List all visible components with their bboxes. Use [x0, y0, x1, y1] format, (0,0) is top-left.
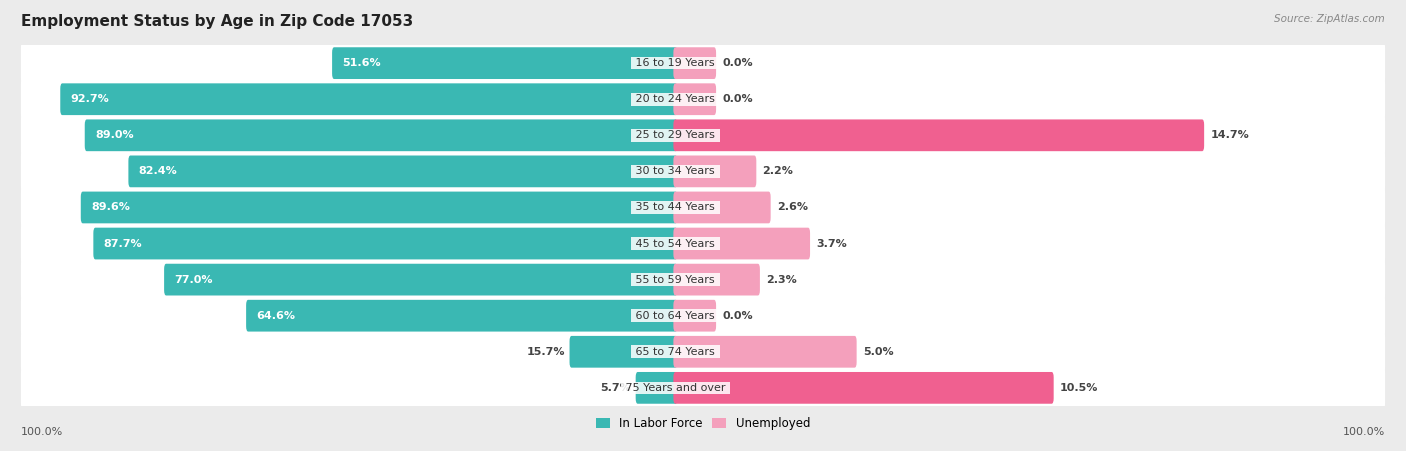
FancyBboxPatch shape	[60, 83, 678, 115]
Text: 0.0%: 0.0%	[723, 311, 754, 321]
Text: 51.6%: 51.6%	[343, 58, 381, 68]
FancyBboxPatch shape	[21, 290, 1385, 341]
Legend: In Labor Force, Unemployed: In Labor Force, Unemployed	[593, 415, 813, 433]
Text: 15.7%: 15.7%	[526, 347, 565, 357]
Text: 65 to 74 Years: 65 to 74 Years	[633, 347, 718, 357]
FancyBboxPatch shape	[80, 192, 678, 223]
FancyBboxPatch shape	[673, 264, 759, 295]
Text: 64.6%: 64.6%	[256, 311, 295, 321]
FancyBboxPatch shape	[21, 182, 1385, 233]
Text: 89.0%: 89.0%	[96, 130, 134, 140]
FancyBboxPatch shape	[673, 47, 716, 79]
Text: 10.5%: 10.5%	[1060, 383, 1098, 393]
Text: 16 to 19 Years: 16 to 19 Years	[633, 58, 718, 68]
Text: 100.0%: 100.0%	[1343, 428, 1385, 437]
Text: 92.7%: 92.7%	[70, 94, 110, 104]
Text: 82.4%: 82.4%	[139, 166, 177, 176]
FancyBboxPatch shape	[332, 47, 678, 79]
FancyBboxPatch shape	[569, 336, 678, 368]
FancyBboxPatch shape	[673, 192, 770, 223]
Text: 60 to 64 Years: 60 to 64 Years	[633, 311, 718, 321]
Text: 2.2%: 2.2%	[762, 166, 793, 176]
FancyBboxPatch shape	[673, 372, 1053, 404]
FancyBboxPatch shape	[21, 362, 1385, 414]
FancyBboxPatch shape	[93, 228, 678, 259]
Text: 87.7%: 87.7%	[104, 239, 142, 249]
Text: 2.3%: 2.3%	[766, 275, 797, 285]
Text: 5.7%: 5.7%	[600, 383, 631, 393]
Text: 5.0%: 5.0%	[863, 347, 893, 357]
FancyBboxPatch shape	[673, 156, 756, 187]
FancyBboxPatch shape	[673, 228, 810, 259]
Text: 25 to 29 Years: 25 to 29 Years	[633, 130, 718, 140]
FancyBboxPatch shape	[246, 300, 678, 331]
FancyBboxPatch shape	[673, 336, 856, 368]
Text: 75 Years and over: 75 Years and over	[621, 383, 728, 393]
Text: 2.6%: 2.6%	[778, 202, 808, 212]
Text: 55 to 59 Years: 55 to 59 Years	[633, 275, 718, 285]
Text: 35 to 44 Years: 35 to 44 Years	[633, 202, 718, 212]
Text: 14.7%: 14.7%	[1211, 130, 1249, 140]
FancyBboxPatch shape	[673, 83, 716, 115]
Text: 20 to 24 Years: 20 to 24 Years	[633, 94, 718, 104]
FancyBboxPatch shape	[165, 264, 678, 295]
Text: 0.0%: 0.0%	[723, 94, 754, 104]
FancyBboxPatch shape	[21, 218, 1385, 269]
Text: 77.0%: 77.0%	[174, 275, 212, 285]
Text: Source: ZipAtlas.com: Source: ZipAtlas.com	[1274, 14, 1385, 23]
FancyBboxPatch shape	[21, 74, 1385, 125]
FancyBboxPatch shape	[21, 37, 1385, 89]
FancyBboxPatch shape	[21, 254, 1385, 305]
Text: Employment Status by Age in Zip Code 17053: Employment Status by Age in Zip Code 170…	[21, 14, 413, 28]
FancyBboxPatch shape	[21, 110, 1385, 161]
FancyBboxPatch shape	[21, 146, 1385, 197]
Text: 3.7%: 3.7%	[817, 239, 846, 249]
Text: 100.0%: 100.0%	[21, 428, 63, 437]
FancyBboxPatch shape	[673, 300, 716, 331]
FancyBboxPatch shape	[673, 120, 1204, 151]
Text: 30 to 34 Years: 30 to 34 Years	[633, 166, 718, 176]
Text: 89.6%: 89.6%	[91, 202, 129, 212]
Text: 45 to 54 Years: 45 to 54 Years	[633, 239, 718, 249]
FancyBboxPatch shape	[21, 326, 1385, 377]
FancyBboxPatch shape	[84, 120, 678, 151]
FancyBboxPatch shape	[636, 372, 678, 404]
FancyBboxPatch shape	[128, 156, 678, 187]
Text: 0.0%: 0.0%	[723, 58, 754, 68]
